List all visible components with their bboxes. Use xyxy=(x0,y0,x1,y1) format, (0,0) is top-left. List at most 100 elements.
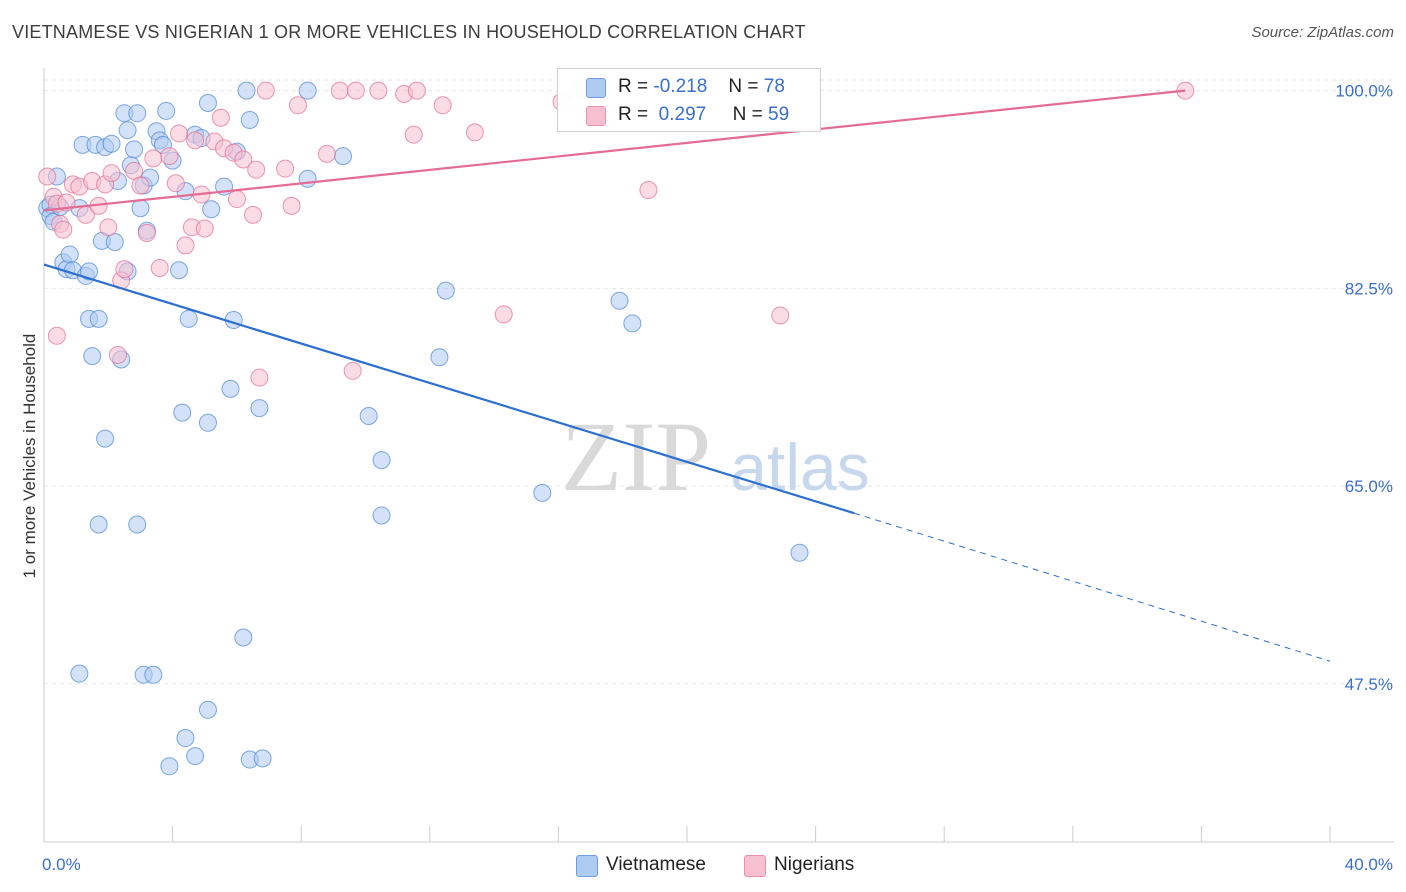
legend-swatch-vietnamese xyxy=(586,78,606,98)
nigerian-trend-line xyxy=(43,89,1186,212)
vietnamese-point xyxy=(533,483,552,502)
nigerian-point xyxy=(465,123,484,142)
y-tick-label: 82.5% xyxy=(1345,279,1393,298)
vietnamese-point xyxy=(198,94,217,113)
nigerian-point xyxy=(195,219,214,238)
nigerian-point xyxy=(234,150,253,169)
nigerian-point xyxy=(250,368,269,387)
legend-r-value: -0.218 xyxy=(653,76,708,97)
nigerian-point xyxy=(639,181,658,200)
nigerian-point xyxy=(433,96,452,115)
vietnamese-trend-line xyxy=(43,263,855,515)
vietnamese-point xyxy=(179,309,198,328)
legend-swatch-nigerians xyxy=(586,106,606,126)
nigerian-point xyxy=(150,258,169,277)
vietnamese-point xyxy=(128,104,147,123)
nigerian-point xyxy=(771,306,790,325)
nigerian-point xyxy=(256,81,275,100)
legend-n-label: N = xyxy=(732,104,763,125)
vietnamese-point xyxy=(237,81,256,100)
data-points xyxy=(38,81,1195,776)
vietnamese-point xyxy=(430,348,449,367)
legend-r-value: 0.297 xyxy=(658,104,707,125)
legend-row-nigerians: R = 0.297 N = 59 xyxy=(558,101,820,129)
vietnamese-point xyxy=(60,245,79,264)
nigerian-point xyxy=(166,174,185,193)
vietnamese-point xyxy=(240,110,259,129)
nigerian-point xyxy=(137,223,156,242)
source-credit: Source: ZipAtlas.com xyxy=(1251,24,1394,41)
nigerian-point xyxy=(144,149,163,168)
vietnamese-point xyxy=(610,291,629,310)
nigerian-point xyxy=(243,205,262,224)
series-swatch-nigerians xyxy=(744,855,766,877)
nigerian-point xyxy=(346,81,365,100)
nigerian-point xyxy=(211,108,230,127)
correlation-legend: R = -0.218 N = 78 R = 0.297 N = 59 xyxy=(557,68,821,132)
y-tick-label: 100.0% xyxy=(1335,82,1393,101)
vietnamese-trend-extrapolation xyxy=(854,512,1331,662)
nigerian-point xyxy=(288,96,307,115)
vietnamese-point xyxy=(157,101,176,120)
vietnamese-point xyxy=(173,403,192,422)
nigerian-point xyxy=(317,144,336,163)
legend-row-vietnamese: R = -0.218 N = 78 xyxy=(558,73,820,101)
vietnamese-point xyxy=(89,515,108,534)
nigerian-point xyxy=(99,218,118,237)
vietnamese-point xyxy=(125,140,144,159)
nigerian-point xyxy=(330,81,349,100)
vietnamese-point xyxy=(298,81,317,100)
vietnamese-point xyxy=(298,169,317,188)
nigerian-point xyxy=(276,159,295,178)
series-swatch-vietnamese xyxy=(576,855,598,877)
watermark-zip: ZIP xyxy=(561,401,711,512)
vietnamese-point xyxy=(70,664,89,683)
nigerian-point xyxy=(131,176,150,195)
nigerian-point xyxy=(369,81,388,100)
vietnamese-point xyxy=(359,407,378,426)
vietnamese-point xyxy=(372,451,391,470)
trend-lines xyxy=(43,89,1331,662)
vietnamese-point xyxy=(102,134,121,153)
legend-text-nigerians: R = 0.297 N = 59 xyxy=(618,104,789,126)
nigerian-point xyxy=(343,361,362,380)
vietnamese-point xyxy=(144,665,163,684)
legend-n-value: 78 xyxy=(763,76,785,97)
legend-n-value: 59 xyxy=(768,104,790,125)
vietnamese-point xyxy=(176,729,195,748)
vietnamese-point xyxy=(790,543,809,562)
vietnamese-point xyxy=(250,399,269,418)
vietnamese-point xyxy=(202,200,221,219)
tick-labels: 47.5% 65.0% 82.5% 100.0% 0.0% 40.0% xyxy=(42,82,1393,874)
nigerian-point xyxy=(407,81,426,100)
nigerian-point xyxy=(115,260,134,279)
vietnamese-point xyxy=(198,700,217,719)
nigerian-point xyxy=(176,236,195,255)
nigerian-point xyxy=(186,131,205,150)
nigerian-point xyxy=(54,220,73,239)
watermark-atlas: atlas xyxy=(730,430,869,504)
nigerian-point xyxy=(282,196,301,215)
vietnamese-point xyxy=(436,281,455,300)
nigerian-point xyxy=(404,125,423,144)
nigerian-point xyxy=(247,160,266,179)
x-tick-label-min: 0.0% xyxy=(42,855,81,874)
y-tick-label: 47.5% xyxy=(1345,675,1393,694)
nigerian-point xyxy=(47,326,66,345)
legend-text-vietnamese: R = -0.218 N = 78 xyxy=(618,76,785,98)
vietnamese-point xyxy=(221,379,240,398)
nigerian-point xyxy=(170,124,189,143)
axes xyxy=(43,68,1394,843)
nigerian-point xyxy=(227,190,246,209)
vietnamese-point xyxy=(198,413,217,432)
chart-title: VIETNAMESE VS NIGERIAN 1 OR MORE VEHICLE… xyxy=(12,22,806,42)
nigerian-point xyxy=(160,147,179,166)
vietnamese-point xyxy=(96,429,115,448)
nigerian-point xyxy=(38,167,57,186)
nigerian-point xyxy=(108,346,127,365)
vietnamese-point xyxy=(253,749,272,768)
series-label-nigerians: Nigerians xyxy=(774,854,855,875)
vietnamese-point xyxy=(128,515,147,534)
grid-lines xyxy=(44,79,1394,685)
